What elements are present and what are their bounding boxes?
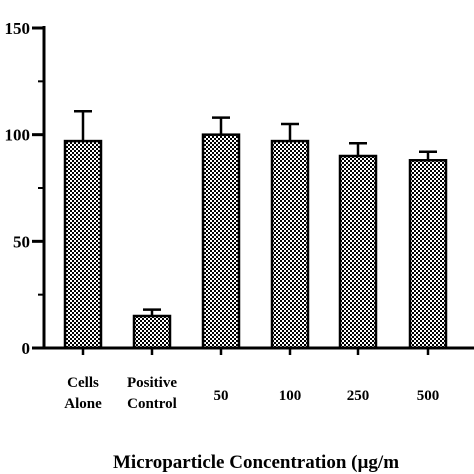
y-tick-label-150: 150 [5,19,31,38]
axes-layer [32,26,474,355]
labels-layer: 0 50 100 150 Cells Alone Positive Control 50 100 2… [5,19,440,412]
bar-4 [338,154,378,350]
x-category-label-5-0: 500 [417,388,440,404]
y-tick-label-100: 100 [5,126,31,145]
x-category-label-4-0: 250 [347,388,370,404]
x-axis-title: Microparticle Concentration (µg/m [113,452,399,473]
x-category-label-1-1: Control [127,396,177,412]
error-bars-layer [74,109,437,316]
bar-1 [132,314,172,350]
x-category-label-0-1: Alone [64,396,102,412]
x-category-label-3-0: 100 [279,388,302,404]
bar-5 [408,159,448,350]
bar-2 [201,133,241,350]
y-tick-label-50: 50 [13,232,30,251]
bar-3 [270,139,310,350]
x-category-label-0-0: Cells [67,375,99,391]
bars-layer [63,133,448,350]
bar-0 [63,139,103,350]
x-category-label-2-0: 50 [214,388,229,404]
y-tick-label-0: 0 [22,339,31,358]
x-category-label-1-0: Positive [127,375,177,391]
